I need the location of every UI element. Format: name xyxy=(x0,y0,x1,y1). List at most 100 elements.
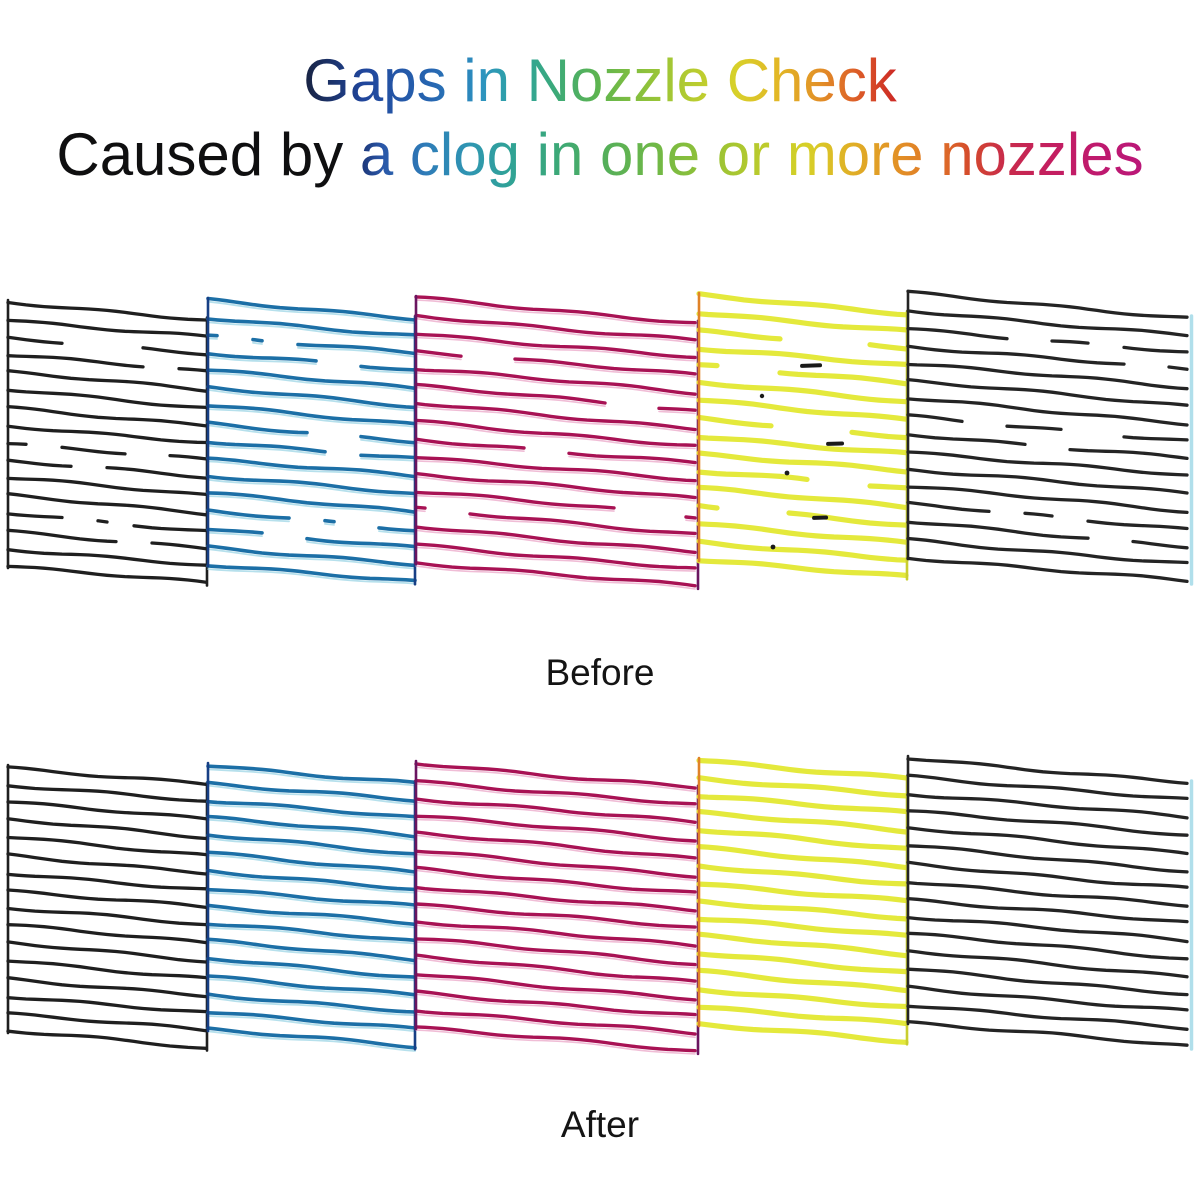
ink-line xyxy=(206,764,417,785)
ink-line-halo xyxy=(207,941,416,965)
ink-line xyxy=(696,503,909,528)
ink-line xyxy=(906,967,1189,997)
ink-line xyxy=(206,508,417,533)
ink-line xyxy=(6,441,208,461)
ink-line xyxy=(6,528,208,551)
ink-line-halo xyxy=(415,494,696,522)
ink-line xyxy=(6,906,208,927)
ink-line xyxy=(906,757,1189,786)
ink-line-halo xyxy=(207,337,416,358)
ink-line xyxy=(906,536,1189,565)
ink-line xyxy=(906,433,1189,461)
after-block-yellow xyxy=(696,756,909,1046)
ink-line-halo xyxy=(415,1013,696,1039)
ink-line-halo xyxy=(207,548,416,570)
ink-line-halo xyxy=(207,1030,416,1052)
ink-line xyxy=(696,484,909,511)
ink-line-halo xyxy=(207,531,416,551)
ink-line xyxy=(6,404,208,428)
ink-line xyxy=(414,762,697,790)
ink-line xyxy=(696,757,909,781)
ink-line xyxy=(906,881,1189,908)
ink-line xyxy=(206,833,417,856)
ink-line xyxy=(206,814,417,839)
ink-line xyxy=(206,956,417,979)
ink-line xyxy=(414,313,697,342)
ink-line-halo xyxy=(415,924,696,951)
ink-line xyxy=(414,779,697,806)
ink-line xyxy=(906,1019,1189,1047)
ink-line xyxy=(206,799,417,819)
ink-line xyxy=(696,775,909,799)
ink-line xyxy=(696,1021,909,1045)
ink-line xyxy=(906,413,1189,442)
ink-line-halo xyxy=(207,1015,416,1033)
ink-line xyxy=(206,384,417,410)
ink-line xyxy=(414,418,697,447)
ink-line-halo xyxy=(415,353,696,378)
ink-line-halo xyxy=(207,408,416,428)
ink-line-halo xyxy=(207,784,416,806)
ink-line xyxy=(414,561,697,588)
ink-line-halo xyxy=(415,993,696,1019)
ink-line xyxy=(906,467,1189,495)
ink-line-halo xyxy=(415,441,696,467)
ink-line-halo xyxy=(415,853,696,882)
ink-line-halo xyxy=(207,907,416,929)
ink-line xyxy=(206,474,417,496)
ink-line-halo xyxy=(207,978,416,999)
ink-line xyxy=(414,505,697,536)
ink-line xyxy=(414,830,697,860)
ink-line-halo xyxy=(207,495,416,517)
ink-line xyxy=(696,450,909,475)
ink-line-halo xyxy=(207,372,416,393)
ink-line-halo xyxy=(415,906,696,932)
ink-line xyxy=(414,295,697,325)
ink-line xyxy=(906,809,1189,837)
ink-line-halo xyxy=(415,941,696,969)
title: Gaps in Nozzle Check Caused by a clog in… xyxy=(0,44,1200,192)
ink-line xyxy=(6,369,208,393)
ink-line xyxy=(414,953,697,983)
ink-line xyxy=(6,784,208,803)
ink-line xyxy=(906,860,1189,889)
ink-line xyxy=(414,401,697,432)
ink-line xyxy=(696,397,909,422)
ink-line xyxy=(6,388,208,410)
ink-line xyxy=(206,922,417,943)
ink-line xyxy=(414,349,697,376)
ink-line-halo xyxy=(207,568,416,585)
ink-line xyxy=(6,492,208,517)
ink-line xyxy=(906,844,1189,874)
ink-line-halo xyxy=(207,389,416,412)
ink-line xyxy=(6,1029,208,1050)
ink-line xyxy=(414,1009,697,1036)
ink-line xyxy=(696,863,909,887)
ink-line xyxy=(414,902,697,929)
ink-line xyxy=(906,931,1189,961)
ink-line xyxy=(414,814,697,843)
ink-speck-dot xyxy=(784,470,790,476)
ink-line xyxy=(6,765,208,787)
ink-line xyxy=(696,987,909,1010)
ink-line xyxy=(906,377,1189,407)
ink-line xyxy=(414,368,697,396)
ink-line-halo xyxy=(415,834,696,862)
ink-line xyxy=(206,317,417,337)
ink-speck-dot xyxy=(770,544,776,550)
ink-line-halo xyxy=(415,336,696,362)
ink-line xyxy=(414,437,697,465)
ink-line xyxy=(206,420,417,445)
ink-line xyxy=(696,327,909,352)
ink-line xyxy=(206,1026,417,1050)
ink-line xyxy=(6,548,208,567)
before-block-black-left xyxy=(6,298,209,587)
ink-line xyxy=(696,808,909,835)
ink-line-halo xyxy=(415,957,696,986)
after-block-black-right xyxy=(906,754,1189,1047)
ink-line xyxy=(206,456,417,479)
ink-line-halo xyxy=(207,996,416,1017)
ink-line xyxy=(206,887,417,907)
ink-line-halo xyxy=(415,818,696,845)
